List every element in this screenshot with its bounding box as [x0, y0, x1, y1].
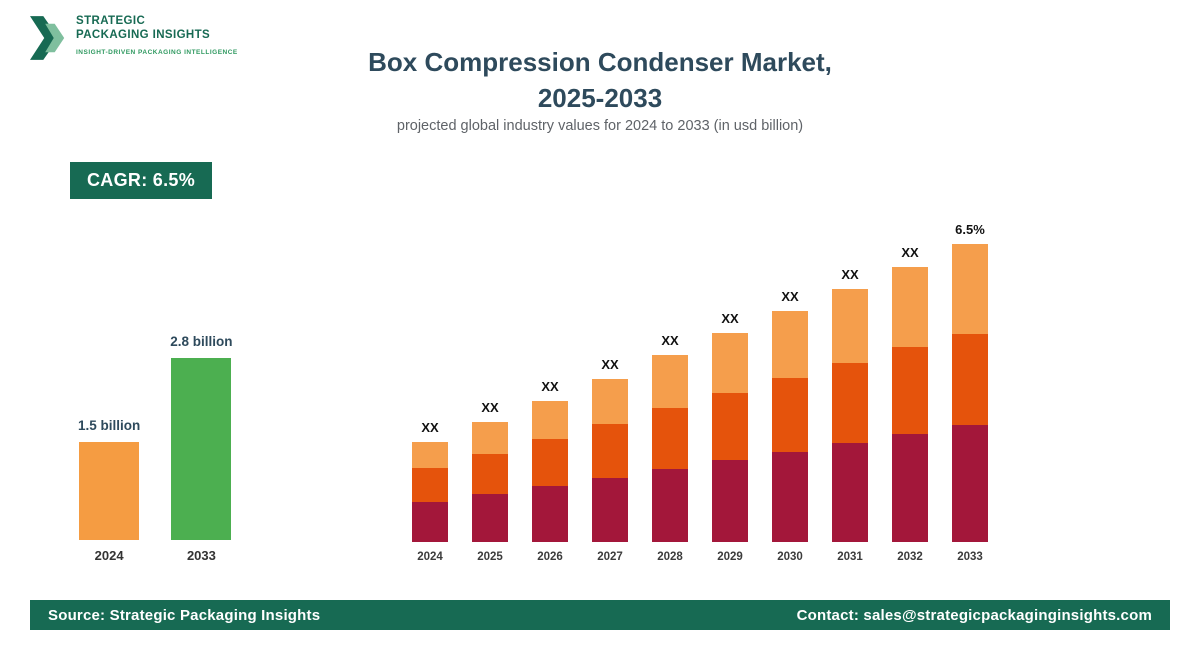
stacked-bar-segment-middle-segment [772, 378, 808, 452]
mini-bar-year-label: 2024 [94, 548, 124, 563]
stacked-bar-2033 [952, 244, 988, 542]
stacked-bar-segment-middle-segment [652, 408, 688, 469]
stacked-bar-2024 [412, 442, 448, 542]
footer-contact: Contact: sales@strategicpackaginginsight… [796, 606, 1152, 624]
logo-text: STRATEGIC PACKAGING INSIGHTS INSIGHT-DRI… [76, 14, 238, 56]
stacked-bar-group-2025: XX 2025 [472, 400, 508, 563]
logo-text-line2: PACKAGING INSIGHTS [76, 29, 211, 42]
stacked-bar-segment-middle-segment [892, 347, 928, 434]
stacked-bar-2026 [532, 401, 568, 542]
stacked-bar-group-2032: XX 2032 [892, 245, 928, 563]
stacked-bar-value-label: XX [541, 379, 559, 394]
stacked-bar-segment-middle-segment [532, 439, 568, 486]
stacked-bar-segment-bottom-segment [652, 469, 688, 542]
stacked-bar-2025 [472, 422, 508, 542]
stacked-bar-segment-bottom-segment [472, 494, 508, 542]
stacked-bar-segment-middle-segment [412, 468, 448, 502]
stacked-bar-group-2027: XX 2027 [592, 357, 628, 563]
stacked-bar-segment-bottom-segment [592, 478, 628, 542]
stacked-bar-segment-top-segment [712, 333, 748, 393]
logo-tagline: INSIGHT-DRIVEN PACKAGING INTELLIGENCE [76, 48, 238, 56]
stacked-chart-bars: XX 2024 XX 2025 XX 2026 XX 2027 XX 2028 XX 2029 XX 20… [412, 222, 988, 563]
stacked-bar-group-2031: XX 2031 [832, 267, 868, 563]
stacked-bar-segment-top-segment [832, 289, 868, 363]
stacked-bar-segment-bottom-segment [892, 434, 928, 542]
mini-bar-2033 [171, 358, 232, 540]
stacked-bar-segment-bottom-segment [412, 502, 448, 542]
stacked-bar-segment-top-segment [772, 311, 808, 378]
stacked-bar-year-label: 2031 [837, 551, 863, 563]
stacked-bar-value-label: XX [421, 420, 439, 435]
stacked-bar-segment-top-segment [952, 244, 988, 334]
page-title: Box Compression Condenser Market, 2025-2… [0, 44, 1200, 117]
stacked-bar-segment-bottom-segment [832, 443, 868, 542]
stacked-bar-segment-top-segment [892, 267, 928, 347]
stacked-bar-year-label: 2029 [717, 551, 743, 563]
stacked-bar-year-label: 2027 [597, 551, 623, 563]
stacked-bar-group-2024: XX 2024 [412, 420, 448, 563]
stacked-chart: XX 2024 XX 2025 XX 2026 XX 2027 XX 2028 XX 2029 XX 20… [412, 222, 988, 563]
stacked-bar-segment-top-segment [532, 401, 568, 439]
mini-chart-bars: 1.5 billion 2024 2.8 billion 2033 [78, 334, 233, 563]
stacked-bar-year-label: 2032 [897, 551, 923, 563]
stacked-bar-2030 [772, 311, 808, 542]
stacked-bar-segment-top-segment [592, 379, 628, 424]
stacked-bar-value-label: XX [721, 311, 739, 326]
stacked-bar-segment-top-segment [412, 442, 448, 468]
stacked-bar-group-2029: XX 2029 [712, 311, 748, 563]
stacked-bar-2032 [892, 267, 928, 542]
stacked-bar-2029 [712, 333, 748, 542]
stacked-bar-value-label: 6.5% [955, 222, 985, 237]
stacked-bar-segment-top-segment [652, 355, 688, 408]
stacked-bar-value-label: XX [901, 245, 919, 260]
stacked-bar-2031 [832, 289, 868, 542]
stacked-bar-segment-bottom-segment [772, 452, 808, 542]
stacked-bar-segment-middle-segment [952, 334, 988, 425]
stacked-bar-value-label: XX [481, 400, 499, 415]
stacked-bar-year-label: 2028 [657, 551, 683, 563]
stacked-bar-group-2028: XX 2028 [652, 333, 688, 563]
mini-bar-value-label: 1.5 billion [78, 418, 141, 433]
stacked-bar-value-label: XX [601, 357, 619, 372]
logo-text-line1: STRATEGIC [76, 15, 146, 27]
stacked-bar-group-2030: XX 2030 [772, 289, 808, 563]
stacked-bar-year-label: 2024 [417, 551, 443, 563]
stacked-bar-year-label: 2025 [477, 551, 503, 563]
stacked-bar-2027 [592, 379, 628, 542]
stacked-bar-value-label: XX [841, 267, 859, 282]
page-subtitle: projected global industry values for 202… [396, 118, 804, 134]
mini-bar-value-label: 2.8 billion [170, 334, 233, 349]
mini-chart: 1.5 billion 2024 2.8 billion 2033 [78, 334, 233, 563]
stacked-bar-year-label: 2033 [957, 551, 983, 563]
stacked-bar-segment-middle-segment [592, 424, 628, 478]
stacked-bar-2028 [652, 355, 688, 542]
stacked-bar-segment-bottom-segment [712, 460, 748, 542]
logo-chevron-icon [30, 16, 65, 60]
stacked-bar-segment-bottom-segment [532, 486, 568, 542]
mini-bar-group-2033: 2.8 billion 2033 [170, 334, 232, 563]
stacked-bar-segment-top-segment [472, 422, 508, 454]
footer-bar: Source: Strategic Packaging Insights Con… [30, 600, 1170, 630]
stacked-bar-value-label: XX [661, 333, 679, 348]
cagr-badge: CAGR: 6.5% [70, 162, 213, 199]
logo: STRATEGIC PACKAGING INSIGHTS INSIGHT-DRI… [30, 14, 238, 62]
mini-bar-group-2024: 1.5 billion 2024 [78, 418, 140, 563]
stacked-bar-group-2026: XX 2026 [532, 379, 568, 563]
stacked-bar-year-label: 2030 [777, 551, 803, 563]
stacked-bar-group-2033: 6.5% 2033 [952, 222, 988, 563]
stacked-bar-segment-middle-segment [832, 363, 868, 443]
stacked-bar-year-label: 2026 [537, 551, 563, 563]
footer-source: Source: Strategic Packaging Insights [48, 606, 321, 624]
stacked-bar-value-label: XX [781, 289, 799, 304]
mini-bar-2024 [79, 442, 140, 540]
stacked-bar-segment-middle-segment [472, 454, 508, 494]
title-line1: Box Compression Condenser Market, [368, 47, 832, 77]
stacked-bar-segment-bottom-segment [952, 425, 988, 542]
title-line2: 2025-2033 [537, 83, 663, 114]
stacked-bar-segment-middle-segment [712, 393, 748, 460]
mini-bar-year-label: 2033 [186, 548, 216, 563]
